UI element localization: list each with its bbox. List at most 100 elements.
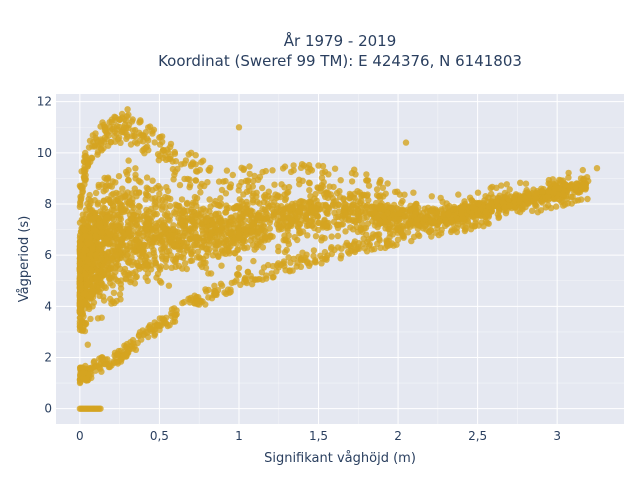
data-point: [546, 180, 554, 188]
data-point: [123, 276, 130, 283]
data-point: [498, 182, 505, 189]
data-point: [198, 224, 206, 231]
x-tick-label: 2,5: [468, 429, 487, 443]
data-point: [309, 221, 316, 228]
data-point: [259, 168, 266, 176]
data-point: [351, 238, 359, 245]
data-point: [315, 219, 322, 226]
data-point: [277, 261, 285, 268]
data-point: [251, 246, 258, 253]
data-point: [511, 194, 518, 202]
y-tick-label: 2: [44, 350, 52, 364]
data-point: [506, 202, 513, 209]
data-point: [168, 236, 175, 244]
data-point: [108, 300, 115, 307]
data-point: [223, 167, 231, 174]
data-point: [194, 248, 201, 255]
data-point: [162, 204, 169, 211]
data-point: [111, 228, 118, 235]
data-point: [90, 225, 98, 233]
data-point: [104, 175, 112, 182]
data-point: [318, 174, 326, 181]
data-point: [172, 210, 179, 217]
data-point: [130, 340, 137, 347]
data-point: [82, 152, 89, 160]
data-point: [142, 260, 149, 267]
data-point: [553, 203, 560, 210]
data-point: [381, 218, 389, 225]
data-point: [79, 184, 86, 192]
data-point: [319, 183, 327, 190]
data-point: [86, 191, 93, 199]
data-point: [354, 228, 362, 236]
chart-title: År 1979 - 2019: [284, 31, 397, 50]
data-point: [94, 315, 102, 322]
x-tick-label: 0,5: [150, 429, 169, 443]
data-point: [496, 192, 503, 199]
data-point: [213, 236, 220, 243]
data-point: [310, 247, 318, 254]
data-point: [151, 253, 158, 260]
data-point: [269, 167, 276, 174]
data-point: [259, 244, 267, 251]
data-point: [116, 200, 124, 208]
data-point: [401, 191, 408, 198]
data-point: [245, 177, 252, 184]
data-point: [130, 259, 137, 266]
data-point: [130, 249, 138, 256]
data-point: [364, 177, 371, 184]
data-point: [86, 205, 93, 212]
data-point: [211, 282, 218, 289]
data-point: [289, 205, 297, 212]
data-point: [351, 218, 358, 225]
data-point: [382, 190, 389, 197]
data-point: [239, 243, 246, 250]
data-point: [79, 374, 87, 382]
data-point: [108, 261, 115, 268]
data-point: [159, 146, 167, 154]
data-point: [493, 184, 500, 191]
data-point: [179, 299, 186, 307]
data-point: [584, 195, 591, 203]
data-point: [244, 244, 251, 251]
data-point: [117, 296, 124, 303]
data-point: [283, 246, 290, 254]
data-point: [171, 305, 178, 312]
data-point: [268, 205, 276, 213]
data-point: [218, 220, 225, 227]
data-point: [204, 179, 211, 186]
data-point: [248, 219, 255, 226]
data-point: [173, 202, 181, 209]
data-point: [357, 199, 364, 206]
y-tick-label: 4: [44, 299, 52, 313]
data-point: [188, 251, 195, 258]
data-point: [228, 279, 235, 287]
data-point: [329, 202, 336, 209]
data-point: [532, 195, 540, 202]
data-point: [164, 187, 172, 195]
data-point: [228, 214, 235, 221]
data-point: [235, 264, 243, 272]
data-point: [318, 260, 325, 267]
data-point: [402, 139, 410, 146]
data-point: [132, 236, 139, 244]
data-point: [503, 181, 510, 188]
data-point: [135, 229, 142, 237]
data-point: [593, 165, 601, 172]
data-point: [123, 113, 131, 120]
data-point: [77, 306, 84, 313]
data-point: [442, 218, 449, 226]
data-point: [294, 213, 301, 221]
y-tick-label: 12: [37, 95, 52, 109]
data-point: [242, 204, 249, 212]
data-point: [263, 272, 270, 279]
data-point: [312, 259, 319, 266]
data-point: [186, 299, 194, 306]
data-point: [262, 195, 269, 202]
data-point: [334, 232, 342, 240]
data-point: [156, 264, 163, 272]
data-point: [87, 200, 94, 207]
data-point: [459, 214, 466, 222]
data-point: [329, 195, 336, 202]
data-points: [76, 106, 601, 412]
